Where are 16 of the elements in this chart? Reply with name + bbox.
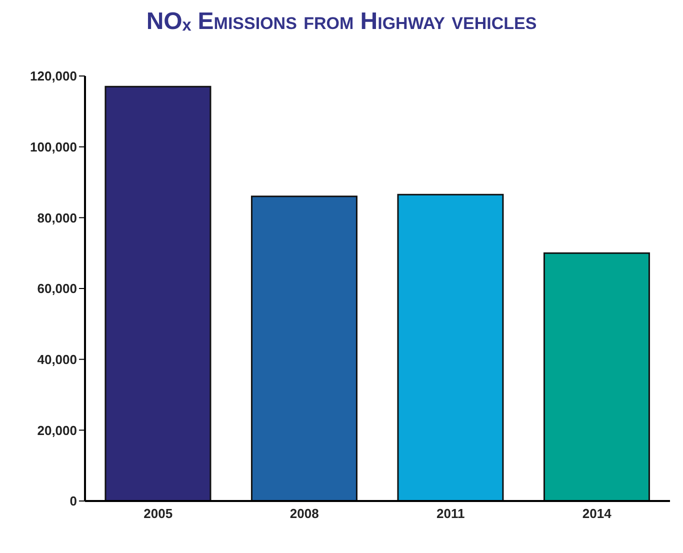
bar [250, 196, 358, 501]
y-tick-label: 100,000 [30, 139, 77, 154]
bar [104, 86, 212, 501]
y-tick-label: 20,000 [37, 422, 77, 438]
y-tick-label: 40,000 [37, 352, 77, 367]
chart-title: NOₓ Emissions from Highway vehicles [145, 8, 538, 36]
bar [543, 252, 650, 501]
x-tick-label: 2014 [582, 506, 612, 522]
x-tick-label: 2011 [436, 506, 465, 522]
x-tick-label: 2008 [290, 506, 319, 522]
y-tick-label: 120,000 [30, 68, 77, 84]
y-tick-label: 60,000 [37, 281, 77, 296]
bar [397, 194, 504, 501]
y-tick-label: 80,000 [37, 210, 77, 226]
x-tick-label: 2005 [144, 506, 173, 522]
y-tick-label: 0 [70, 494, 77, 509]
